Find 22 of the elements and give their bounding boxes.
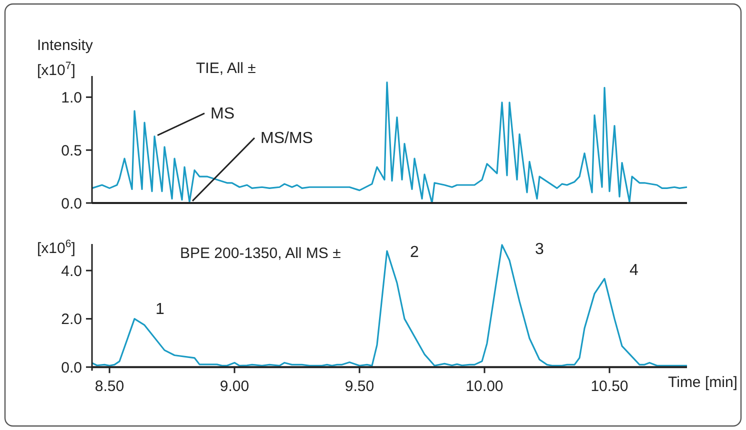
y-tick-label: 1.0 <box>61 89 82 106</box>
annotation: 1 <box>156 300 164 318</box>
x-axis-title: Time [min] <box>668 374 738 392</box>
x-tick-label: 10.50 <box>590 378 628 396</box>
y-axis-title: Intensity [x10$^{7}$] <box>37 37 94 79</box>
annotation: MS/MS <box>260 130 313 147</box>
annotation: 4 <box>630 262 638 279</box>
chart-title: TIE, All ± <box>196 60 256 77</box>
x-tick-label: 10.00 <box>466 378 504 396</box>
y-tick-label: 0.5 <box>61 142 82 160</box>
x-tick-label: 8.50 <box>94 378 124 396</box>
chart-title: BPE 200-1350, All MS ± <box>180 245 341 262</box>
annotation: MS <box>210 105 234 122</box>
y-tick-label: 0.0 <box>61 359 82 376</box>
y-tick-label: 2.0 <box>61 311 82 328</box>
x-tick-label: 9.50 <box>344 378 374 396</box>
y-axis-title: [x10$^{6}$] <box>37 238 76 257</box>
y-tick-label: 0.0 <box>61 195 82 212</box>
y-tick-label: 4.0 <box>61 262 82 280</box>
annotation: 2 <box>410 244 419 261</box>
annotation: 3 <box>535 240 544 258</box>
x-tick-label: 9.00 <box>220 378 250 396</box>
